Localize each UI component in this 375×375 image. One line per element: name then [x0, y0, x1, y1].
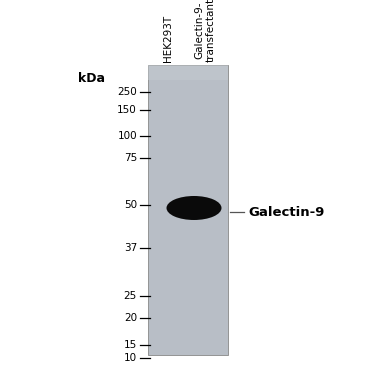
Text: kDa: kDa [78, 72, 105, 85]
Text: 250: 250 [117, 87, 137, 97]
Text: 50: 50 [124, 200, 137, 210]
Text: 150: 150 [117, 105, 137, 115]
Bar [148, 65, 228, 80]
Text: 100: 100 [117, 131, 137, 141]
Ellipse shape [166, 196, 222, 220]
Text: Galectin-9-
transfectant: Galectin-9- transfectant [194, 0, 216, 62]
Bar [148, 65, 228, 355]
Text: 10: 10 [124, 353, 137, 363]
Text: HEK293T: HEK293T [163, 15, 173, 62]
Text: 20: 20 [124, 313, 137, 323]
Text: 15: 15 [124, 340, 137, 350]
Text: 37: 37 [124, 243, 137, 253]
Text: 25: 25 [124, 291, 137, 301]
Text: Galectin-9: Galectin-9 [248, 206, 324, 219]
Text: 75: 75 [124, 153, 137, 163]
